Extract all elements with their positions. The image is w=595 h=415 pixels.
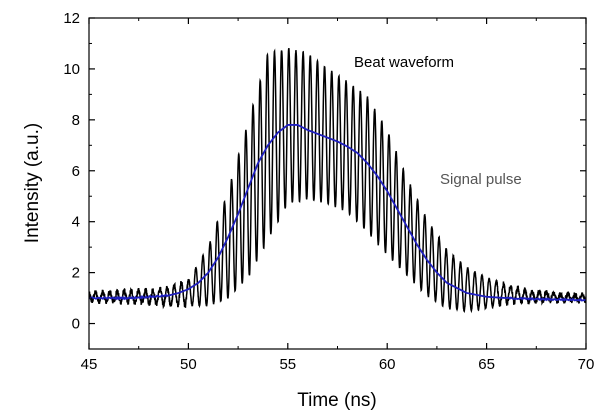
annotation-beat-waveform: Beat waveform: [354, 54, 454, 71]
series-beat-waveform-line: [89, 48, 586, 314]
x-tick-label: 50: [180, 356, 197, 373]
x-tick-label: 45: [81, 356, 98, 373]
series-signal-pulse-line: [89, 124, 586, 302]
y-tick-label: 2: [72, 265, 80, 282]
y-tick-label: 10: [63, 61, 80, 78]
y-axis-title: Intensity (a.u.): [22, 123, 43, 243]
y-tick-label: 8: [72, 112, 80, 129]
x-tick-label: 70: [578, 356, 595, 373]
annotation-signal-pulse: Signal pulse: [440, 171, 522, 188]
y-tick-label: 4: [72, 214, 80, 231]
y-tick-label: 12: [63, 10, 80, 27]
x-tick-label: 55: [279, 356, 296, 373]
y-tick-label: 6: [72, 163, 80, 180]
x-tick-label: 65: [478, 356, 495, 373]
x-tick-label: 60: [379, 356, 396, 373]
y-tick-label: 0: [72, 316, 80, 333]
x-axis-title: Time (ns): [297, 390, 377, 411]
